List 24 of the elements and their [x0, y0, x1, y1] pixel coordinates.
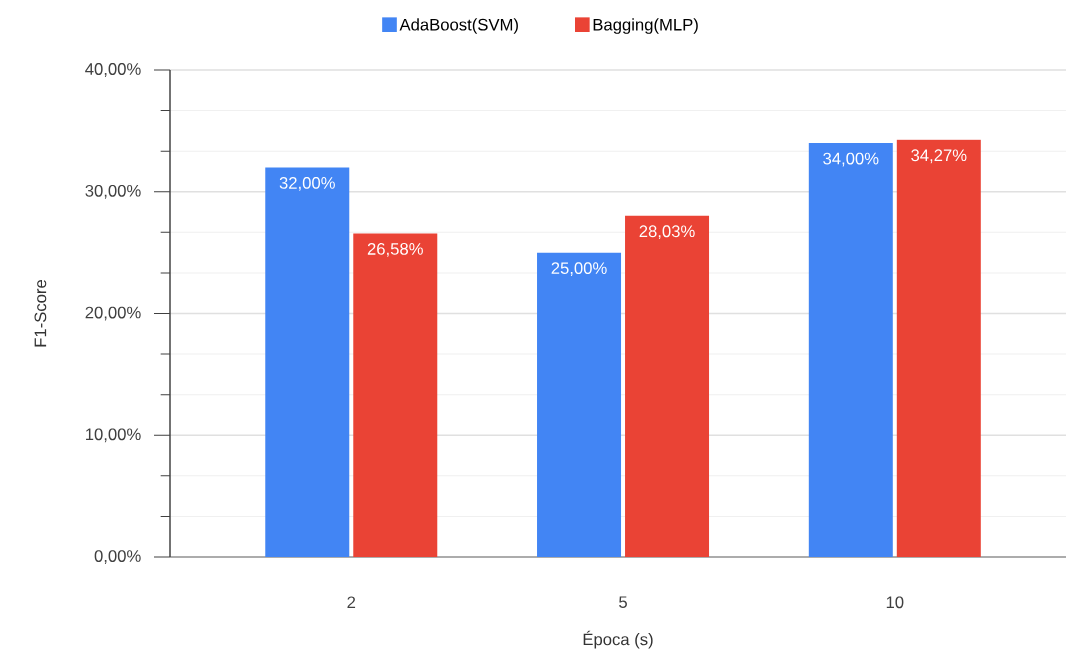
data-label: 25,00%	[551, 262, 607, 276]
data-label: 34,00%	[823, 152, 879, 167]
legend-label: Bagging(MLP)	[593, 18, 698, 34]
y-axis-title: F1-Score	[34, 279, 47, 347]
bar	[537, 252, 622, 557]
bar	[808, 143, 893, 557]
data-label: 28,03%	[639, 225, 695, 240]
data-label: 32,00%	[279, 177, 335, 191]
data-label: 26,58%	[367, 243, 423, 257]
bar	[625, 215, 710, 557]
y-tick-label: 40,00%	[85, 63, 141, 77]
x-axis-title: Época (s)	[583, 630, 653, 649]
x-tick-label: 10	[886, 596, 904, 609]
y-tick-label: 30,00%	[85, 184, 141, 199]
bar	[265, 167, 350, 557]
y-tick-label: 10,00%	[86, 428, 141, 443]
bar	[896, 139, 981, 557]
x-tick-label: 5	[619, 596, 627, 609]
data-label: 34,27%	[911, 149, 967, 164]
bar	[353, 233, 438, 557]
y-tick-label: 20,00%	[85, 306, 141, 321]
x-tick-label: 2	[347, 596, 356, 609]
y-tick-label: 0,00%	[94, 550, 141, 564]
legend-label: AdaBoost(SVM)	[399, 18, 518, 34]
